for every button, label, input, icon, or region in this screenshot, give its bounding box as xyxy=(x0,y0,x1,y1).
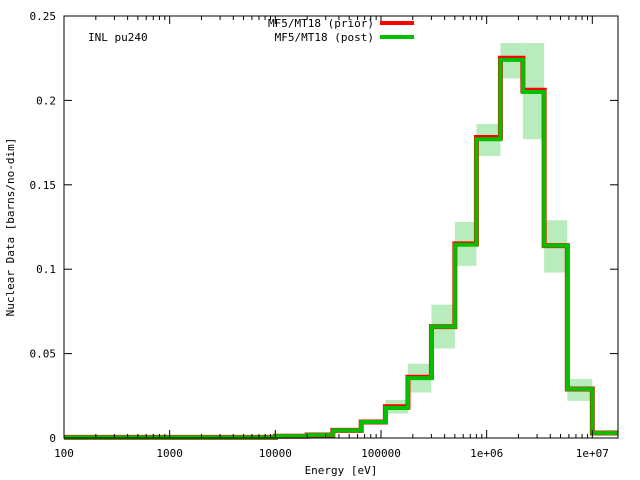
x-axis-label: Energy [eV] xyxy=(305,464,378,477)
y-tick-label: 0.1 xyxy=(36,263,56,276)
legend-label-post: MF5/MT18 (post) xyxy=(275,31,374,44)
uncertainty-bands xyxy=(64,43,618,438)
x-tick-label: 1e+06 xyxy=(470,447,503,460)
legend-label-prior: MF5/MT18 (prior) xyxy=(268,17,374,30)
y-tick-label: 0.2 xyxy=(36,94,56,107)
annotation-label: INL pu240 xyxy=(88,31,148,44)
x-tick-label: 100 xyxy=(54,447,74,460)
x-tick-label: 10000 xyxy=(259,447,292,460)
x-tick-label: 1000 xyxy=(156,447,183,460)
y-tick-label: 0 xyxy=(49,432,56,445)
y-tick-label: 0.05 xyxy=(30,348,57,361)
x-tick-label: 100000 xyxy=(361,447,401,460)
x-tick-label: 1e+07 xyxy=(576,447,609,460)
y-tick-label: 0.25 xyxy=(30,10,57,23)
y-tick-label: 0.15 xyxy=(30,179,57,192)
legend: MF5/MT18 (prior) MF5/MT18 (post) xyxy=(268,17,414,44)
y-axis-label: Nuclear Data [barns/no-dim] xyxy=(4,138,17,317)
